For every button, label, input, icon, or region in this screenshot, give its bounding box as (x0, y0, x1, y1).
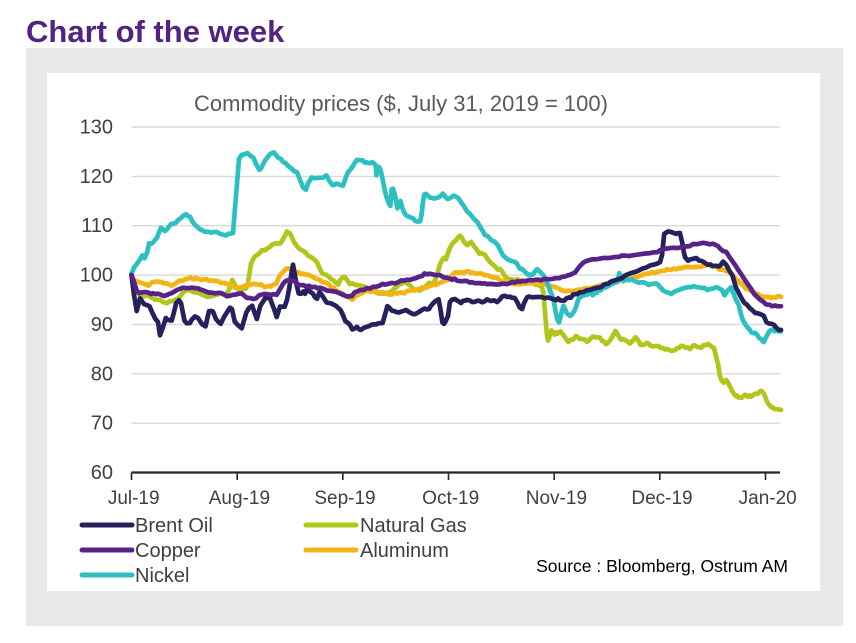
svg-text:100: 100 (80, 265, 113, 287)
svg-text:Chart of the week: Chart of the week (26, 14, 285, 49)
svg-text:Brent Oil: Brent Oil (135, 515, 213, 537)
svg-text:130: 130 (80, 117, 113, 139)
svg-text:Jul-19: Jul-19 (108, 488, 160, 509)
svg-text:Commodity prices ($, July 31,: Commodity prices ($, July 31, 2019 = 100… (194, 91, 608, 116)
svg-text:120: 120 (80, 166, 113, 188)
svg-text:90: 90 (91, 314, 113, 336)
svg-text:Dec-19: Dec-19 (631, 488, 692, 509)
svg-text:80: 80 (91, 363, 113, 385)
svg-text:Nickel: Nickel (135, 565, 189, 587)
svg-text:Aug-19: Aug-19 (209, 488, 270, 509)
svg-text:Oct-19: Oct-19 (422, 488, 479, 509)
svg-text:Aluminum: Aluminum (360, 540, 449, 562)
svg-text:110: 110 (81, 215, 113, 237)
svg-text:Copper: Copper (135, 540, 201, 562)
svg-text:60: 60 (91, 462, 113, 484)
svg-text:Source : Bloomberg, Ostrum AM: Source : Bloomberg, Ostrum AM (536, 556, 788, 576)
svg-text:70: 70 (91, 413, 113, 435)
svg-text:Nov-19: Nov-19 (526, 488, 587, 509)
svg-text:Natural Gas: Natural Gas (360, 515, 467, 537)
svg-text:Jan-20: Jan-20 (739, 488, 797, 509)
svg-text:Sep-19: Sep-19 (314, 488, 375, 509)
